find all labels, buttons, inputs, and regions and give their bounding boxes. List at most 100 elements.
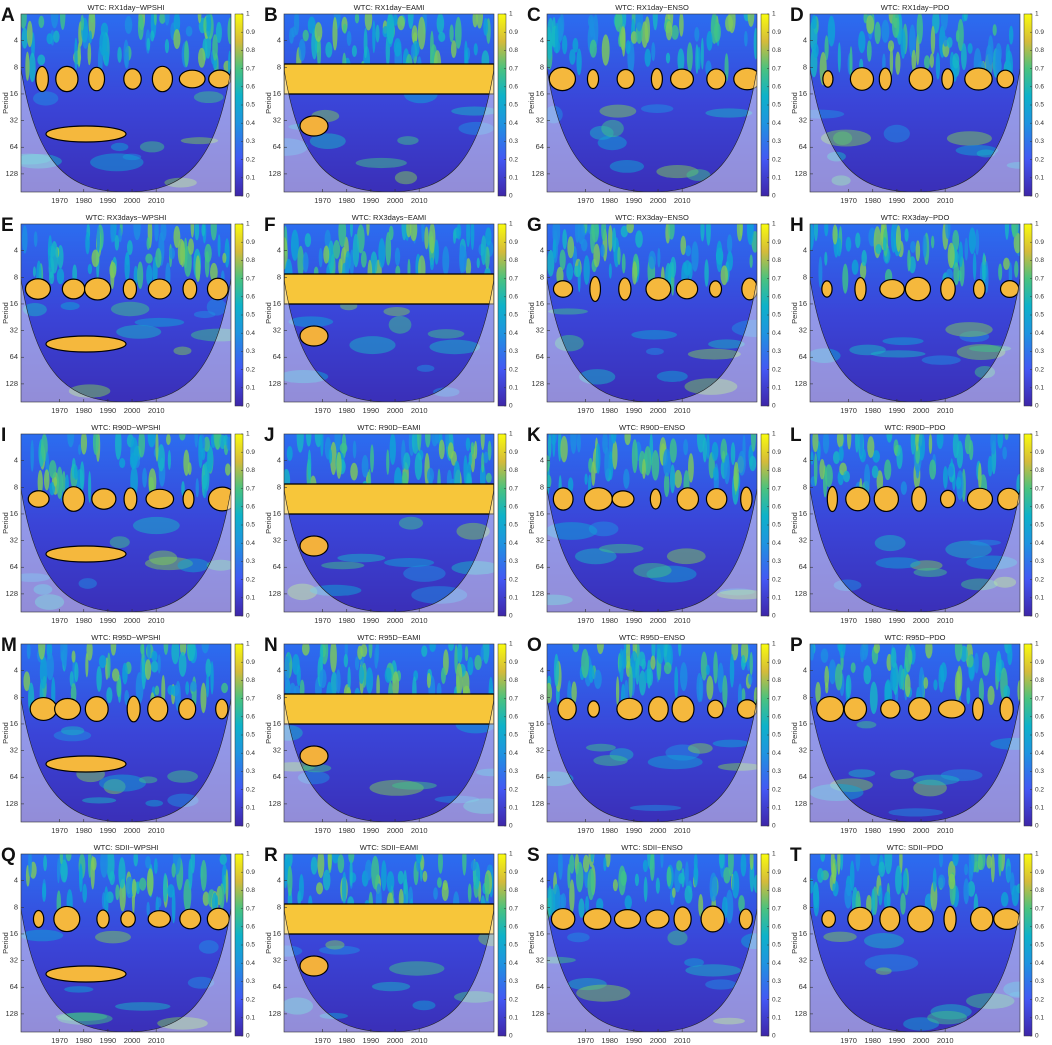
colorbar-tick-label: 0.8 bbox=[772, 47, 781, 54]
y-tick-label: 32 bbox=[536, 326, 544, 335]
field-blob bbox=[998, 854, 1002, 877]
field-blob bbox=[109, 536, 130, 549]
coi-line bbox=[284, 908, 494, 1032]
colorbar-tick-label: 0.4 bbox=[1035, 120, 1044, 127]
field-blob bbox=[575, 861, 584, 893]
field-blob bbox=[167, 793, 199, 808]
field-blob bbox=[820, 648, 829, 663]
field-blob bbox=[961, 43, 967, 71]
field-blob bbox=[832, 451, 840, 465]
colorbar-tick-label: 0.1 bbox=[772, 385, 781, 392]
field-blob bbox=[956, 665, 963, 697]
field-blob bbox=[997, 434, 1004, 449]
x-tick-label: 1980 bbox=[864, 616, 881, 625]
field-blob bbox=[634, 873, 640, 887]
x-tick-label: 2000 bbox=[650, 616, 667, 625]
coherent-blob bbox=[673, 906, 692, 932]
field-blob bbox=[648, 250, 656, 270]
field-blob bbox=[414, 452, 423, 481]
field-blob bbox=[874, 21, 881, 45]
field-blob bbox=[197, 14, 202, 24]
colorbar-tick-label: 0.2 bbox=[772, 786, 781, 793]
field-blob bbox=[319, 1012, 348, 1020]
colorbar-tick-label: 0.5 bbox=[1035, 102, 1044, 109]
field-blob bbox=[660, 854, 664, 869]
x-tick-label: 2010 bbox=[148, 196, 165, 205]
field-blob bbox=[663, 662, 672, 675]
field-blob bbox=[375, 24, 380, 43]
colorbar-tick-label: 0.4 bbox=[509, 120, 518, 127]
field-blob bbox=[836, 237, 842, 257]
colorbar-tick-label: 0.5 bbox=[246, 942, 255, 949]
field-blob bbox=[141, 657, 146, 690]
field-blob bbox=[869, 681, 878, 715]
y-tick-label: 64 bbox=[536, 352, 544, 361]
field-blob bbox=[688, 453, 694, 483]
field-blob bbox=[421, 224, 425, 243]
field-blob bbox=[567, 932, 590, 943]
field-blob bbox=[646, 347, 664, 356]
field-blob bbox=[632, 261, 638, 285]
field-blob bbox=[122, 662, 128, 685]
colorbar-tick-label: 1 bbox=[1035, 11, 1039, 18]
panel-label: F bbox=[264, 215, 276, 236]
field-blob bbox=[987, 685, 995, 706]
field-blob bbox=[985, 44, 993, 76]
coherent-blob bbox=[206, 907, 230, 931]
field-blob bbox=[433, 887, 438, 900]
y-axis-label: Period bbox=[790, 302, 799, 324]
field-blob bbox=[205, 14, 212, 38]
field-blob bbox=[110, 224, 115, 243]
field-blob bbox=[605, 854, 611, 868]
x-tick-label: 2010 bbox=[937, 616, 954, 625]
x-tick-label: 2000 bbox=[387, 616, 404, 625]
field-blob bbox=[209, 262, 218, 282]
field-blob bbox=[33, 91, 59, 106]
colorbar-tick-label: 0.2 bbox=[1035, 156, 1044, 163]
coherent-blob bbox=[207, 486, 231, 512]
coherent-blob bbox=[966, 487, 994, 511]
field-blob bbox=[284, 725, 303, 741]
field-blob bbox=[666, 548, 706, 565]
field-blob bbox=[150, 30, 155, 42]
coherent-blob bbox=[45, 125, 127, 143]
coherent-blob bbox=[548, 66, 577, 92]
coherent-blob bbox=[816, 695, 845, 723]
field-blob bbox=[137, 261, 144, 290]
field-blob bbox=[832, 224, 838, 245]
colorbar-tick-label: 0.1 bbox=[509, 1015, 518, 1022]
colorbar-tick-label: 0.6 bbox=[246, 84, 255, 91]
y-tick-label: 4 bbox=[540, 246, 544, 255]
field-blob bbox=[464, 40, 468, 68]
colorbar-tick-label: 0.9 bbox=[1035, 869, 1044, 876]
field-blob bbox=[677, 48, 685, 73]
field-blob bbox=[467, 883, 472, 903]
colorbar-tick-label: 0.7 bbox=[772, 905, 781, 912]
field-blob bbox=[615, 676, 620, 706]
coi-line bbox=[547, 698, 757, 822]
colorbar-tick-label: 0.1 bbox=[509, 175, 518, 182]
field-blob bbox=[855, 854, 861, 872]
field-blob bbox=[875, 967, 892, 975]
field-blob bbox=[716, 589, 757, 600]
field-blob bbox=[620, 26, 626, 51]
field-blob bbox=[731, 319, 757, 338]
field bbox=[284, 434, 494, 612]
field-blob bbox=[620, 225, 629, 238]
field-blob bbox=[336, 451, 342, 479]
field bbox=[21, 434, 231, 612]
field-blob bbox=[730, 442, 736, 466]
coherent-blob bbox=[618, 277, 632, 301]
field-blob bbox=[337, 553, 386, 563]
colorbar-tick-label: 0 bbox=[509, 823, 513, 830]
field-blob bbox=[69, 671, 74, 687]
field-blob bbox=[126, 240, 133, 256]
field-blob bbox=[909, 24, 916, 59]
field-blob bbox=[438, 31, 446, 42]
field-blob bbox=[167, 684, 175, 696]
